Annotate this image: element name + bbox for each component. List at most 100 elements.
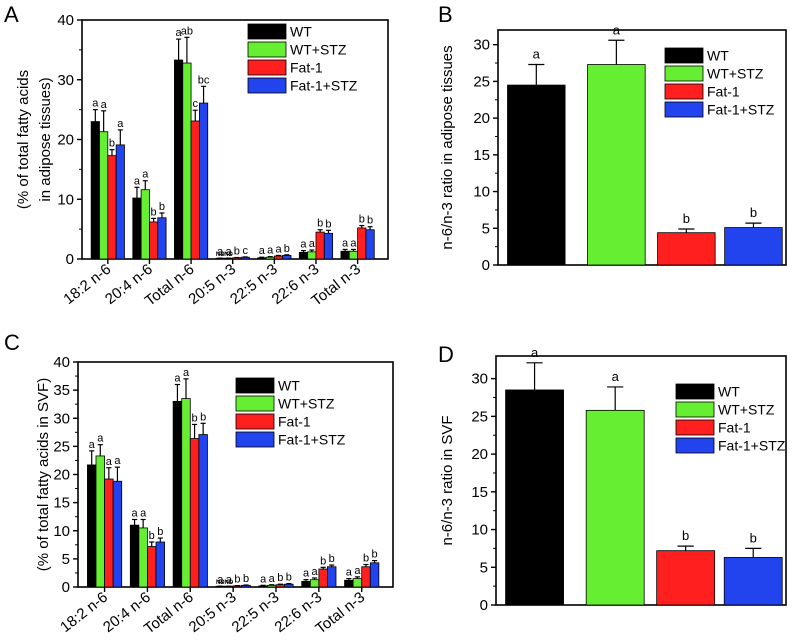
nd-label: ND bbox=[216, 580, 225, 586]
y-tick-label: 20 bbox=[471, 446, 488, 463]
y-axis-label: n-6/n-3 ratio in SVF bbox=[439, 415, 456, 545]
significance-label: a bbox=[260, 573, 267, 585]
panel-letter: B bbox=[438, 2, 453, 27]
legend-label: Fat-1 bbox=[718, 420, 751, 436]
y-tick-label: 25 bbox=[471, 408, 488, 425]
significance-label: a bbox=[309, 238, 316, 250]
significance-label: a bbox=[101, 99, 108, 111]
significance-label: a bbox=[140, 508, 147, 520]
y-tick-label: 0 bbox=[62, 579, 70, 596]
legend-swatch bbox=[664, 101, 704, 118]
bar bbox=[95, 455, 105, 588]
bar bbox=[147, 546, 157, 588]
y-tick-label: 10 bbox=[471, 522, 488, 539]
bar bbox=[87, 464, 97, 588]
panel-d: D 0 5 10 15 20 25 30 n-6/n-3 ratio in SVF a a b b WT W… bbox=[438, 342, 787, 614]
legend-label: WT bbox=[290, 24, 312, 40]
legend-swatch bbox=[664, 83, 704, 100]
legend-label: WT+STZ bbox=[718, 402, 775, 418]
significance-label: b bbox=[284, 243, 290, 255]
bar bbox=[361, 566, 371, 588]
bar bbox=[174, 59, 184, 260]
y-tick-label: 30 bbox=[471, 371, 488, 388]
legend-swatch bbox=[675, 383, 715, 400]
significance-label: a bbox=[117, 118, 124, 130]
significance-label: b bbox=[243, 573, 249, 585]
significance-label: a bbox=[275, 243, 282, 255]
significance-label: b bbox=[317, 218, 323, 230]
legend-label: Fat-1+STZ bbox=[718, 438, 786, 454]
y-tick-label: 25 bbox=[473, 73, 490, 90]
x-tick-label: Total n-3 bbox=[312, 589, 368, 638]
legend-swatch bbox=[664, 65, 704, 82]
bar bbox=[190, 120, 200, 260]
nd-label: ND bbox=[216, 252, 225, 258]
legend-swatch bbox=[247, 59, 287, 76]
significance-label: b bbox=[750, 205, 757, 220]
significance-label: b bbox=[286, 572, 292, 584]
significance-label: a bbox=[259, 245, 266, 257]
significance-label: b bbox=[372, 549, 378, 561]
significance-label: a bbox=[114, 455, 121, 467]
x-tick-label: 20:5 n-3 bbox=[186, 589, 240, 636]
bar bbox=[273, 255, 284, 260]
legend-label: WT+STZ bbox=[278, 396, 335, 412]
significance-label: a bbox=[174, 373, 181, 385]
significance-label: a bbox=[533, 47, 541, 62]
y-tick-label: 15 bbox=[53, 495, 70, 512]
bar bbox=[258, 585, 268, 588]
bar bbox=[282, 255, 292, 260]
bar bbox=[140, 189, 150, 260]
bar bbox=[199, 102, 209, 260]
bar bbox=[99, 131, 109, 260]
significance-label: a bbox=[612, 369, 620, 384]
panel-b: B 0 5 10 15 20 25 30 n-6/n-3 ratio in adipose ti… bbox=[438, 2, 787, 274]
significance-label: a bbox=[350, 237, 357, 249]
significance-label: b bbox=[234, 574, 240, 586]
bar bbox=[723, 557, 783, 606]
legend-label: WT+STZ bbox=[707, 66, 764, 82]
legend-swatch bbox=[247, 23, 287, 40]
significance-label: a bbox=[354, 565, 361, 577]
y-axis-label: n-6/n-3 ratio in adipose tissues bbox=[439, 45, 456, 249]
significance-label: b bbox=[159, 201, 165, 213]
y-tick-label: 20 bbox=[53, 467, 70, 484]
significance-label: b bbox=[359, 214, 365, 226]
bar bbox=[357, 227, 367, 260]
significance-label: a bbox=[225, 246, 232, 258]
bar bbox=[587, 64, 646, 266]
significance-label: b bbox=[151, 206, 157, 218]
significance-label: a bbox=[312, 566, 319, 578]
bar bbox=[90, 121, 100, 260]
significance-label: b bbox=[192, 412, 198, 424]
panel-letter: C bbox=[4, 330, 20, 355]
significance-label: b bbox=[157, 526, 163, 538]
legend-swatch bbox=[235, 377, 275, 394]
y-axis-label: in adipose tissues) bbox=[37, 77, 54, 201]
significance-label: a bbox=[613, 22, 621, 37]
bar bbox=[182, 62, 192, 260]
bar bbox=[348, 250, 359, 260]
bar bbox=[265, 256, 275, 260]
bar bbox=[315, 231, 325, 260]
y-tick-label: 20 bbox=[473, 110, 490, 127]
nd-label: ND bbox=[224, 252, 233, 258]
bar bbox=[257, 257, 267, 260]
significance-label: a bbox=[97, 433, 104, 445]
legend-label: WT bbox=[707, 48, 729, 64]
significance-label: c bbox=[192, 98, 198, 110]
bar bbox=[505, 389, 564, 606]
significance-label: c bbox=[242, 245, 248, 257]
x-tick-label: Total n-6 bbox=[141, 589, 197, 638]
bar bbox=[301, 580, 311, 588]
bar bbox=[157, 217, 167, 260]
legend-swatch bbox=[235, 413, 275, 430]
bar bbox=[138, 527, 148, 588]
legend-swatch bbox=[247, 41, 287, 58]
bar bbox=[323, 232, 334, 260]
y-tick-label: 15 bbox=[473, 147, 490, 164]
y-tick-label: 5 bbox=[480, 559, 488, 576]
legend-swatch bbox=[235, 431, 275, 448]
y-tick-label: 30 bbox=[53, 410, 70, 427]
bar bbox=[340, 250, 350, 260]
